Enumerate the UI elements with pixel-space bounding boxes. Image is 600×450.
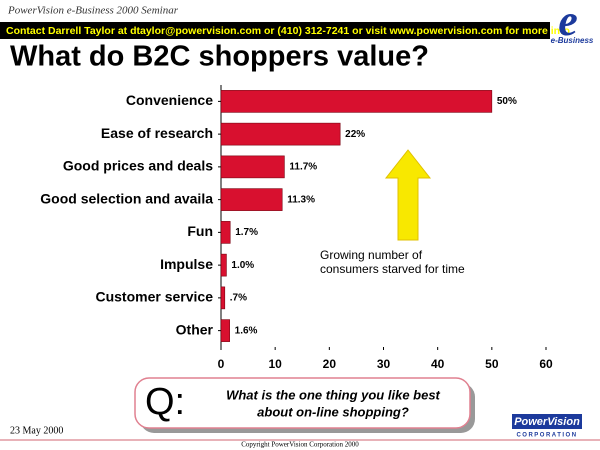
company-logo-sub: CORPORATION xyxy=(516,433,577,439)
chart-title: What do B2C shoppers value? xyxy=(10,41,429,73)
annotation: consumers starved for time xyxy=(320,262,465,276)
question-line: What is the one thing you like best xyxy=(226,387,440,402)
bar xyxy=(220,122,341,146)
y-tick-label: Fun xyxy=(187,223,213,239)
x-tick-label: 30 xyxy=(377,357,391,371)
question-box xyxy=(134,377,471,429)
value-label: 1.7% xyxy=(235,227,258,238)
value-label: 11.7% xyxy=(289,162,317,173)
seminar-title: PowerVision e-Business 2000 Seminar xyxy=(7,5,179,17)
y-tick-label: Customer service xyxy=(95,289,213,305)
bar xyxy=(220,319,230,342)
company-logo-box xyxy=(512,414,582,429)
x-tick-label: 60 xyxy=(539,357,553,371)
up-arrow xyxy=(384,149,432,241)
y-tick-label: Convenience xyxy=(126,92,213,108)
annotation: Growing number of xyxy=(320,248,423,262)
y-tick-label: Good selection and availa xyxy=(40,190,213,206)
value-label: 22% xyxy=(345,129,365,140)
bar xyxy=(220,155,285,179)
x-tick-label: 0 xyxy=(218,357,225,371)
bar xyxy=(220,188,283,211)
y-tick-label: Good prices and deals xyxy=(63,158,213,174)
value-label: 1.0% xyxy=(231,260,254,271)
contact-text: Contact Darrell Taylor at dtaylor@powerv… xyxy=(6,25,570,37)
logo-letter: e xyxy=(558,0,578,45)
copyright: Copyright PowerVision Corporation 2000 xyxy=(241,441,359,449)
question-letter: Q: xyxy=(145,381,185,423)
y-tick-label: Impulse xyxy=(160,256,213,272)
x-tick-label: 10 xyxy=(268,357,282,371)
value-label: 50% xyxy=(497,96,517,107)
logo-text: e-Business xyxy=(551,36,594,45)
y-tick-label: Ease of research xyxy=(101,125,213,141)
date: 23 May 2000 xyxy=(10,425,63,436)
company-logo: PowerVision xyxy=(514,416,580,428)
x-tick-label: 40 xyxy=(431,357,445,371)
value-label: 1.6% xyxy=(235,325,258,336)
question-line: about on-line shopping? xyxy=(257,404,409,419)
bar xyxy=(220,253,227,277)
x-tick-label: 20 xyxy=(323,357,337,371)
x-tick-label: 50 xyxy=(485,357,499,371)
contact-bar xyxy=(0,22,550,39)
value-label: .7% xyxy=(230,293,247,304)
bar xyxy=(220,221,231,244)
bar xyxy=(220,90,493,113)
y-tick-label: Other xyxy=(176,321,214,337)
bar xyxy=(220,286,226,310)
value-label: 11.3% xyxy=(287,194,315,205)
